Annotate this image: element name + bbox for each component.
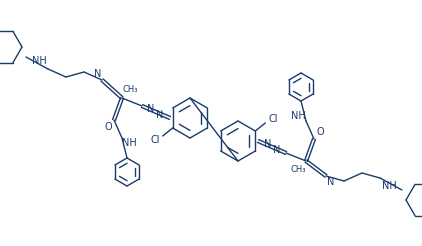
Text: Cl: Cl [268,114,278,124]
Text: Cl: Cl [151,135,160,145]
Text: CH₃: CH₃ [122,84,138,93]
Text: N: N [94,69,102,79]
Text: N: N [156,110,164,120]
Text: O: O [316,127,324,137]
Text: NH: NH [291,111,306,121]
Text: N: N [147,104,155,114]
Text: NH: NH [32,56,46,66]
Text: NH: NH [122,138,136,148]
Text: NH: NH [381,181,396,191]
Text: N: N [327,177,335,187]
Text: N: N [264,139,272,149]
Text: CH₃: CH₃ [290,166,306,174]
Text: N: N [273,145,281,155]
Text: O: O [104,122,112,132]
